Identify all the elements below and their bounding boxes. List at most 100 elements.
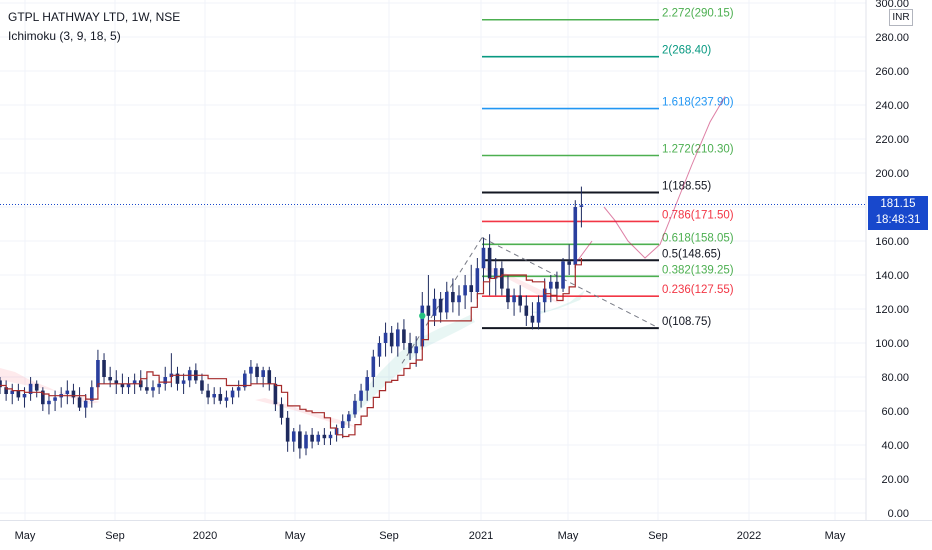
candle-body [298, 431, 302, 449]
cloud-bullish-2 [530, 290, 585, 314]
candle-body [487, 247, 492, 279]
candle-body [567, 261, 571, 265]
fib-level-label: 0.618(158.05) [662, 232, 734, 244]
candle-body [383, 332, 388, 343]
currency-label[interactable]: INR [889, 9, 913, 26]
candle-body [132, 380, 137, 384]
candle-body [291, 431, 296, 442]
candle-body [96, 360, 100, 388]
candle-body [181, 380, 186, 384]
candle-body [230, 390, 235, 398]
fib-level-label: 0(108.75) [662, 316, 711, 328]
time-tick-label: 2022 [737, 530, 761, 542]
candle-body [47, 400, 51, 405]
candle-body [530, 315, 535, 323]
candle-body [83, 400, 88, 408]
candle-body [261, 370, 265, 377]
candle-body [451, 292, 455, 303]
fib-level-label: 0.786(171.50) [662, 209, 734, 221]
candle-body [175, 373, 180, 384]
candle-body [114, 380, 119, 384]
grid [0, 0, 866, 520]
candle-body [408, 343, 412, 354]
price-tick-label: 100.00 [875, 338, 909, 350]
candle-body [16, 390, 21, 398]
candle-body [561, 261, 565, 289]
candle-body [206, 390, 210, 398]
price-tick-label: 280.00 [875, 32, 909, 44]
candle-body [285, 417, 290, 442]
candle-body [549, 281, 553, 289]
candle-body [322, 434, 327, 439]
candle-body [365, 377, 369, 391]
candle-body [555, 281, 559, 289]
candle-body [212, 394, 216, 398]
signal-dot [419, 312, 426, 319]
candle-body [457, 295, 461, 303]
candle-body [163, 377, 168, 384]
candle-body [151, 387, 155, 391]
time-tick-label: May [285, 530, 306, 542]
fib-level-label: 2.272(290.15) [662, 8, 734, 20]
time-axis[interactable]: May Sep 2020 May Sep 2021 May Sep 2022 May [15, 530, 846, 542]
time-tick-label: May [825, 530, 846, 542]
candle-body [359, 390, 363, 401]
candle-body [10, 390, 15, 394]
ichimoku-base-line [0, 258, 582, 438]
time-tick-label: 2020 [193, 530, 217, 542]
price-tick-label: 300.00 [875, 0, 909, 10]
current-price-value: 181.15 [880, 198, 916, 210]
price-tick-label: 260.00 [875, 66, 909, 78]
indicator-legend[interactable]: Ichimoku (3, 9, 18, 5) [8, 29, 121, 43]
price-tick-label: 140.00 [875, 270, 909, 282]
projection-path [603, 96, 726, 259]
candle-body [157, 383, 161, 388]
candle-body [340, 421, 345, 428]
candle-body [4, 387, 8, 394]
candle-body [53, 397, 57, 401]
cloud-bullish-1 [340, 315, 475, 430]
chart-title: GTPL HATHWAY LTD, 1W, NSE [8, 10, 181, 24]
candle-body [145, 387, 149, 391]
candle-body [22, 394, 27, 398]
candle-body [328, 434, 333, 439]
candle-body [432, 298, 437, 316]
fib-level-label: 2(268.40) [662, 45, 711, 57]
price-tick-label: 220.00 [875, 134, 909, 146]
candle-body [243, 373, 247, 388]
price-tick-label: 200.00 [875, 168, 909, 180]
candle-body [475, 268, 480, 292]
fib-level-label: 0.382(139.25) [662, 264, 734, 276]
candle-body [279, 404, 284, 418]
time-tick-label: Sep [648, 530, 668, 542]
base-line [0, 258, 582, 438]
candle-body [120, 383, 125, 388]
candle-body [65, 390, 70, 394]
candle-body [236, 387, 241, 391]
candle-body [90, 387, 94, 401]
candle-body [438, 298, 443, 313]
cloud-bearish-1 [0, 368, 100, 404]
price-tick-label: 120.00 [875, 304, 909, 316]
candle-body [34, 383, 39, 391]
price-tick-label: 60.00 [881, 406, 909, 418]
candle-body [102, 360, 106, 377]
candle-body [377, 343, 382, 357]
price-tick-label: 40.00 [881, 440, 909, 452]
candle-body [347, 414, 351, 422]
candlestick-series [0, 186, 584, 459]
time-tick-label: 2021 [469, 530, 493, 542]
price-axis[interactable]: 0.00 20.00 40.00 60.00 80.00 100.00 120.00 140.… [875, 0, 909, 520]
candle-body [267, 370, 272, 384]
candle-body [524, 305, 529, 316]
candle-body [0, 380, 2, 388]
candle-body [200, 380, 204, 391]
price-tick-label: 160.00 [875, 236, 909, 248]
candle-body [500, 268, 504, 289]
candle-body [542, 288, 547, 303]
candle-body [126, 383, 131, 388]
trend-line-down [481, 237, 660, 329]
candle-body [218, 394, 223, 401]
